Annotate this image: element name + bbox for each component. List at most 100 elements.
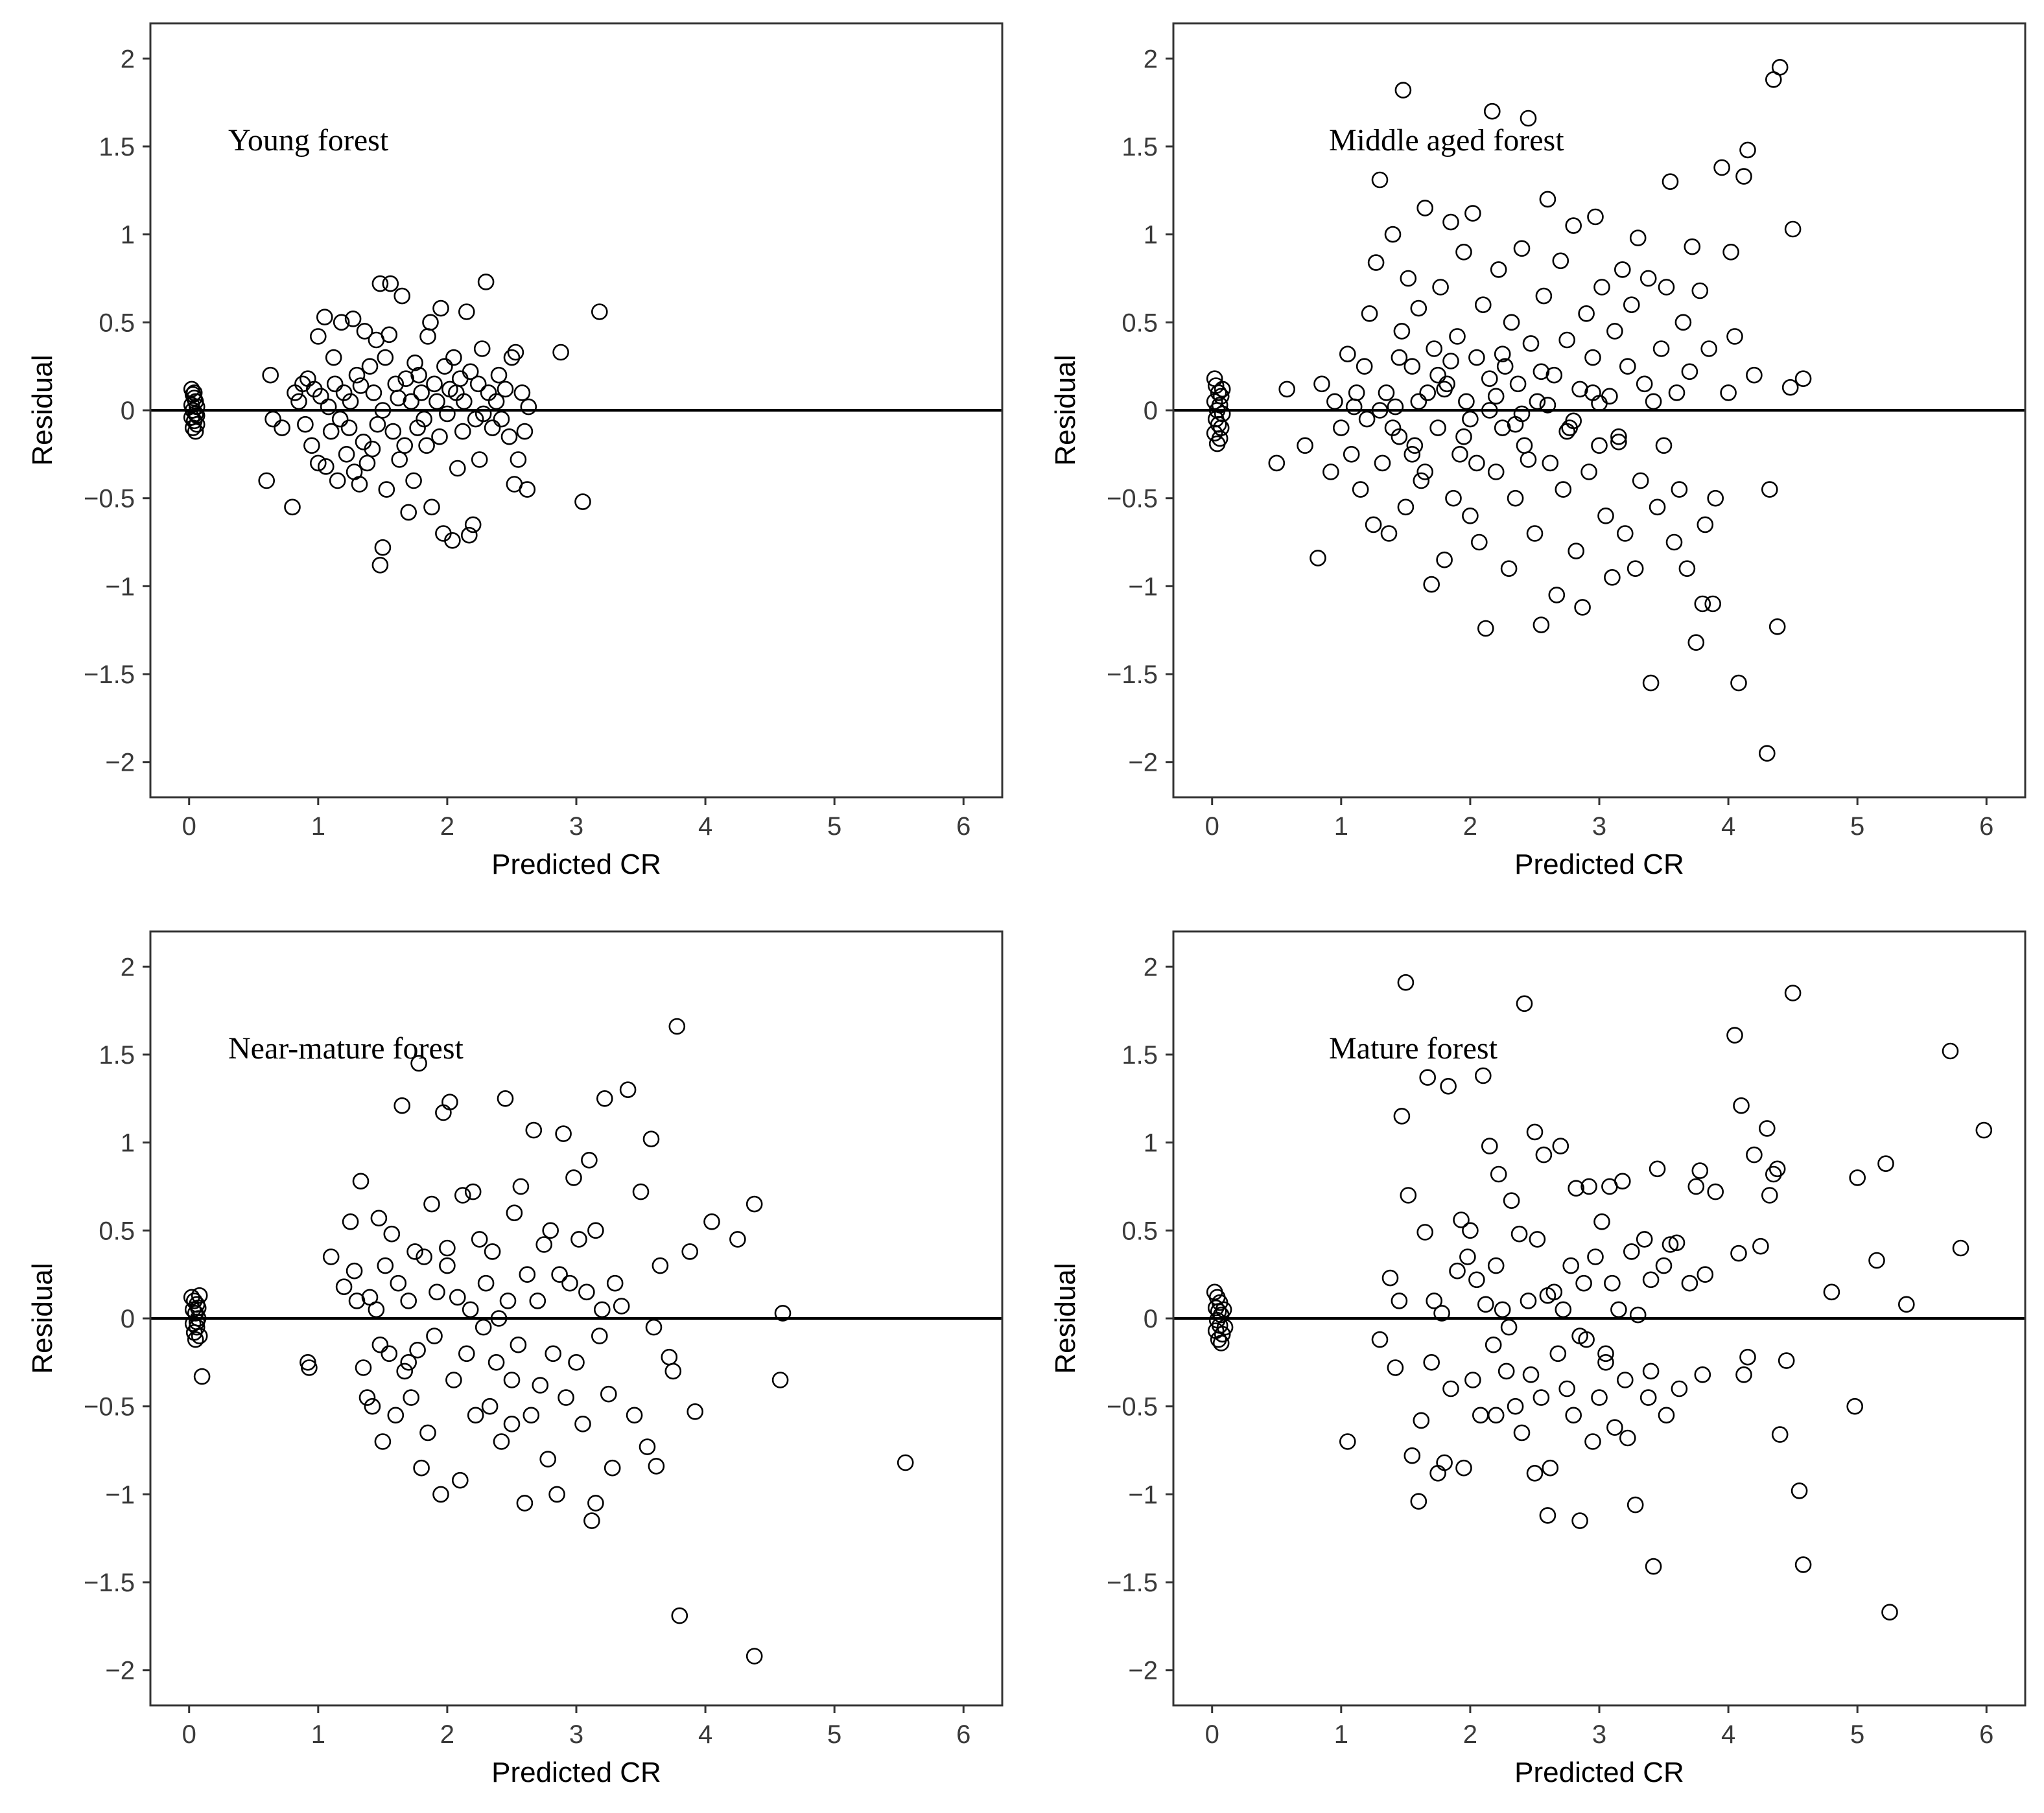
- data-point: [1522, 335, 1540, 352]
- data-point: [1206, 425, 1223, 442]
- data-point: [1490, 1165, 1507, 1183]
- data-point: [303, 437, 320, 454]
- y-tick-label: 2: [121, 45, 135, 73]
- data-point: [632, 1183, 650, 1200]
- data-point: [410, 366, 427, 384]
- y-tick-label: 0: [1144, 397, 1158, 425]
- data-point: [1391, 349, 1408, 366]
- data-point: [333, 314, 350, 331]
- data-point: [1416, 200, 1433, 216]
- data-point: [1823, 1283, 1840, 1301]
- y-tick-label: −2: [105, 1657, 135, 1685]
- x-tick-label: 1: [311, 812, 325, 841]
- data-point: [1507, 1398, 1524, 1415]
- data-point: [1636, 375, 1653, 393]
- data-point: [1215, 1301, 1232, 1318]
- data-point: [1655, 1257, 1673, 1274]
- data-point: [185, 1324, 203, 1341]
- data-point: [523, 1407, 540, 1424]
- data-point: [371, 556, 389, 574]
- data-point: [1794, 1556, 1812, 1573]
- data-point: [1496, 358, 1514, 375]
- data-point: [309, 454, 327, 472]
- data-point: [418, 437, 435, 454]
- data-point: [488, 393, 505, 410]
- data-point: [274, 419, 290, 436]
- data-point: [1339, 1433, 1356, 1450]
- data-point: [1526, 1465, 1544, 1482]
- data-point: [377, 1257, 394, 1274]
- data-point: [664, 1363, 682, 1380]
- data-point: [1555, 1301, 1572, 1318]
- data-point: [1768, 618, 1786, 635]
- data-point: [1520, 451, 1537, 468]
- data-point: [1371, 171, 1389, 189]
- data-point: [1339, 345, 1356, 363]
- data-point: [1623, 1243, 1640, 1260]
- data-point: [1593, 279, 1610, 296]
- data-point: [1455, 1459, 1472, 1477]
- data-point: [1794, 370, 1812, 388]
- data-point: [1455, 243, 1472, 261]
- data-point: [1419, 1069, 1436, 1086]
- data-point: [1453, 1211, 1470, 1228]
- data-point: [565, 1169, 582, 1186]
- data-point: [409, 419, 426, 436]
- data-point: [419, 1424, 436, 1442]
- data-point: [1513, 240, 1531, 257]
- data-point: [1691, 282, 1709, 299]
- data-point: [493, 410, 510, 428]
- data-point: [513, 384, 531, 401]
- data-point: [1565, 217, 1582, 234]
- data-point: [1485, 1336, 1502, 1353]
- data-point: [687, 1403, 703, 1420]
- data-point: [477, 274, 495, 290]
- data-point: [331, 410, 349, 428]
- data-point: [729, 1231, 746, 1248]
- data-point: [1580, 1178, 1597, 1195]
- data-point: [1445, 489, 1462, 507]
- data-point: [574, 493, 591, 510]
- data-point: [1484, 102, 1501, 120]
- data-point: [1535, 287, 1553, 305]
- data-point: [1343, 445, 1360, 463]
- data-point: [1713, 159, 1730, 176]
- data-point: [403, 1389, 420, 1406]
- data-point: [552, 344, 569, 361]
- data-point: [1449, 1262, 1466, 1280]
- data-point: [1771, 59, 1789, 76]
- y-tick-label: −1: [1128, 572, 1158, 601]
- data-point: [464, 516, 482, 533]
- data-point: [429, 1283, 445, 1301]
- data-point: [1791, 1482, 1808, 1499]
- data-point: [344, 310, 362, 327]
- data-point: [1636, 1231, 1653, 1248]
- data-point: [1513, 1424, 1531, 1442]
- x-axis-title: Predicted CR: [1514, 848, 1684, 880]
- data-point: [642, 1130, 660, 1147]
- data-point: [503, 349, 521, 366]
- x-tick-label: 0: [1205, 1720, 1219, 1749]
- data-point: [1752, 1237, 1769, 1255]
- data-point: [423, 1195, 440, 1213]
- data-point: [1487, 1257, 1505, 1274]
- data-point: [1662, 1236, 1679, 1253]
- data-point: [1597, 1354, 1614, 1371]
- y-tick-label: 2: [1144, 953, 1158, 981]
- data-point: [1423, 1354, 1440, 1371]
- x-tick-label: 2: [1463, 812, 1477, 841]
- data-point: [542, 1222, 559, 1239]
- data-point: [431, 428, 448, 445]
- data-point: [374, 539, 392, 556]
- data-point: [499, 1292, 517, 1309]
- data-point: [1326, 393, 1343, 410]
- data-point: [426, 1328, 443, 1344]
- data-point: [1464, 205, 1481, 222]
- data-point: [1322, 463, 1339, 480]
- data-point: [1574, 599, 1591, 616]
- middle-aged-forest-panel: 0 1 2 3 4 5 6 −2 −1.5 −1 −0.5 0 0.5 1 1.5 2 Predicted CR…: [1050, 22, 2026, 880]
- data-point: [1481, 1138, 1498, 1154]
- data-point: [1614, 261, 1631, 278]
- data-point: [1216, 1318, 1234, 1336]
- data-point: [516, 1495, 534, 1512]
